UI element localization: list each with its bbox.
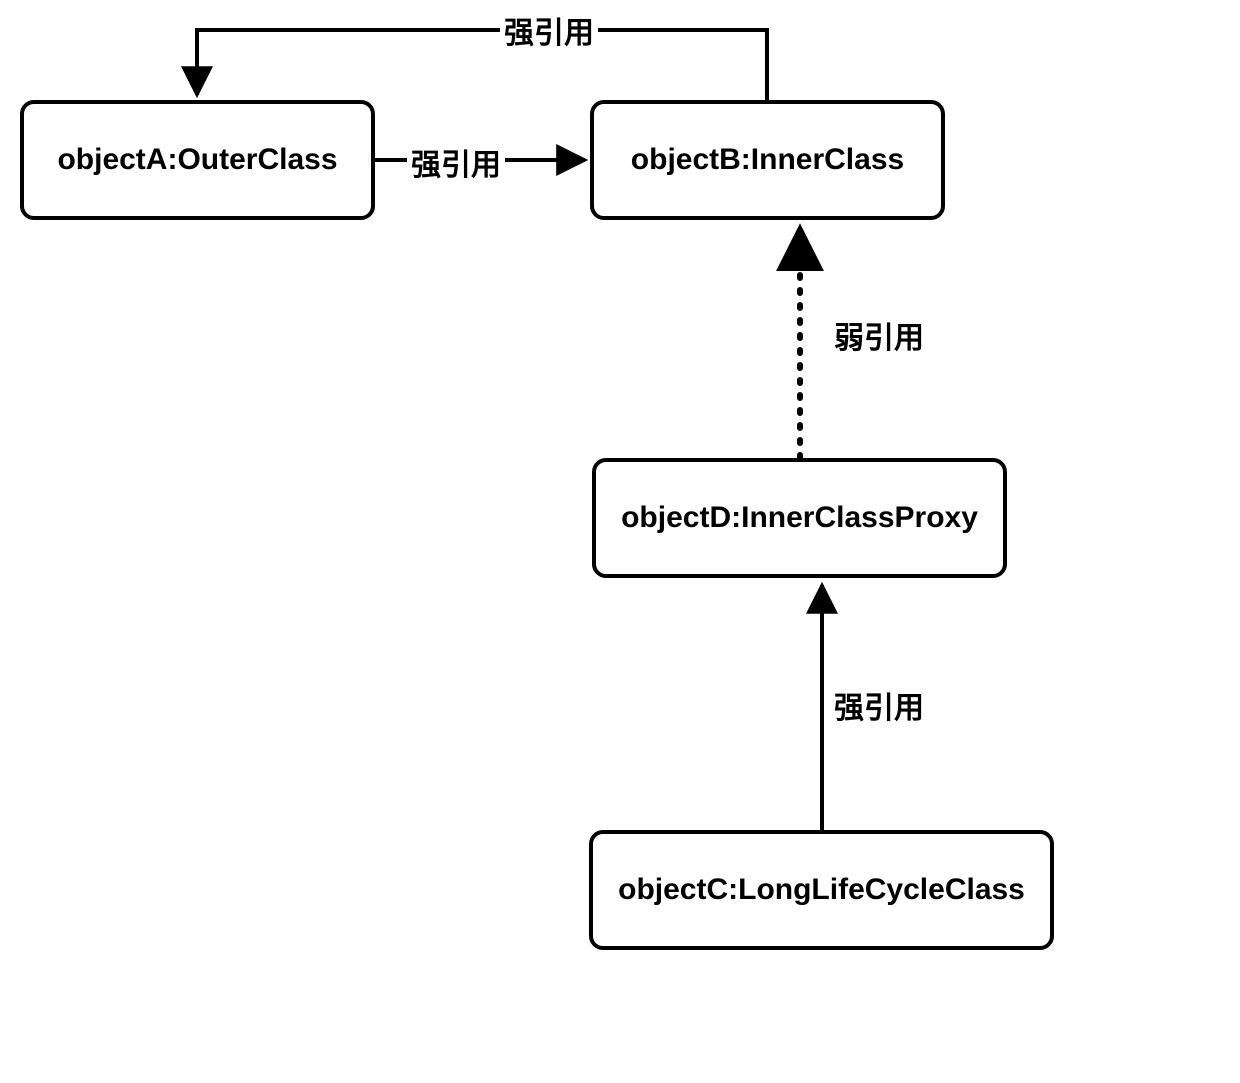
node-label: objectA:OuterClass xyxy=(57,143,337,177)
edge-label-a-to-b: 强引用 xyxy=(407,140,505,184)
node-label: objectD:InnerClassProxy xyxy=(621,501,978,535)
node-label: objectB:InnerClass xyxy=(631,143,904,177)
edge-label-d-to-b: 弱引用 xyxy=(830,313,928,357)
node-object-a: objectA:OuterClass xyxy=(20,100,375,220)
node-object-b: objectB:InnerClass xyxy=(590,100,945,220)
node-label: objectC:LongLifeCycleClass xyxy=(618,873,1025,907)
edge-label-c-to-d: 强引用 xyxy=(830,683,928,727)
node-object-c: objectC:LongLifeCycleClass xyxy=(589,830,1054,950)
diagram-container: objectA:OuterClass objectB:InnerClass ob… xyxy=(0,0,1240,1083)
node-object-d: objectD:InnerClassProxy xyxy=(592,458,1007,578)
edge-label-b-to-a: 强引用 xyxy=(500,8,598,52)
edge-b-to-a xyxy=(197,30,767,100)
